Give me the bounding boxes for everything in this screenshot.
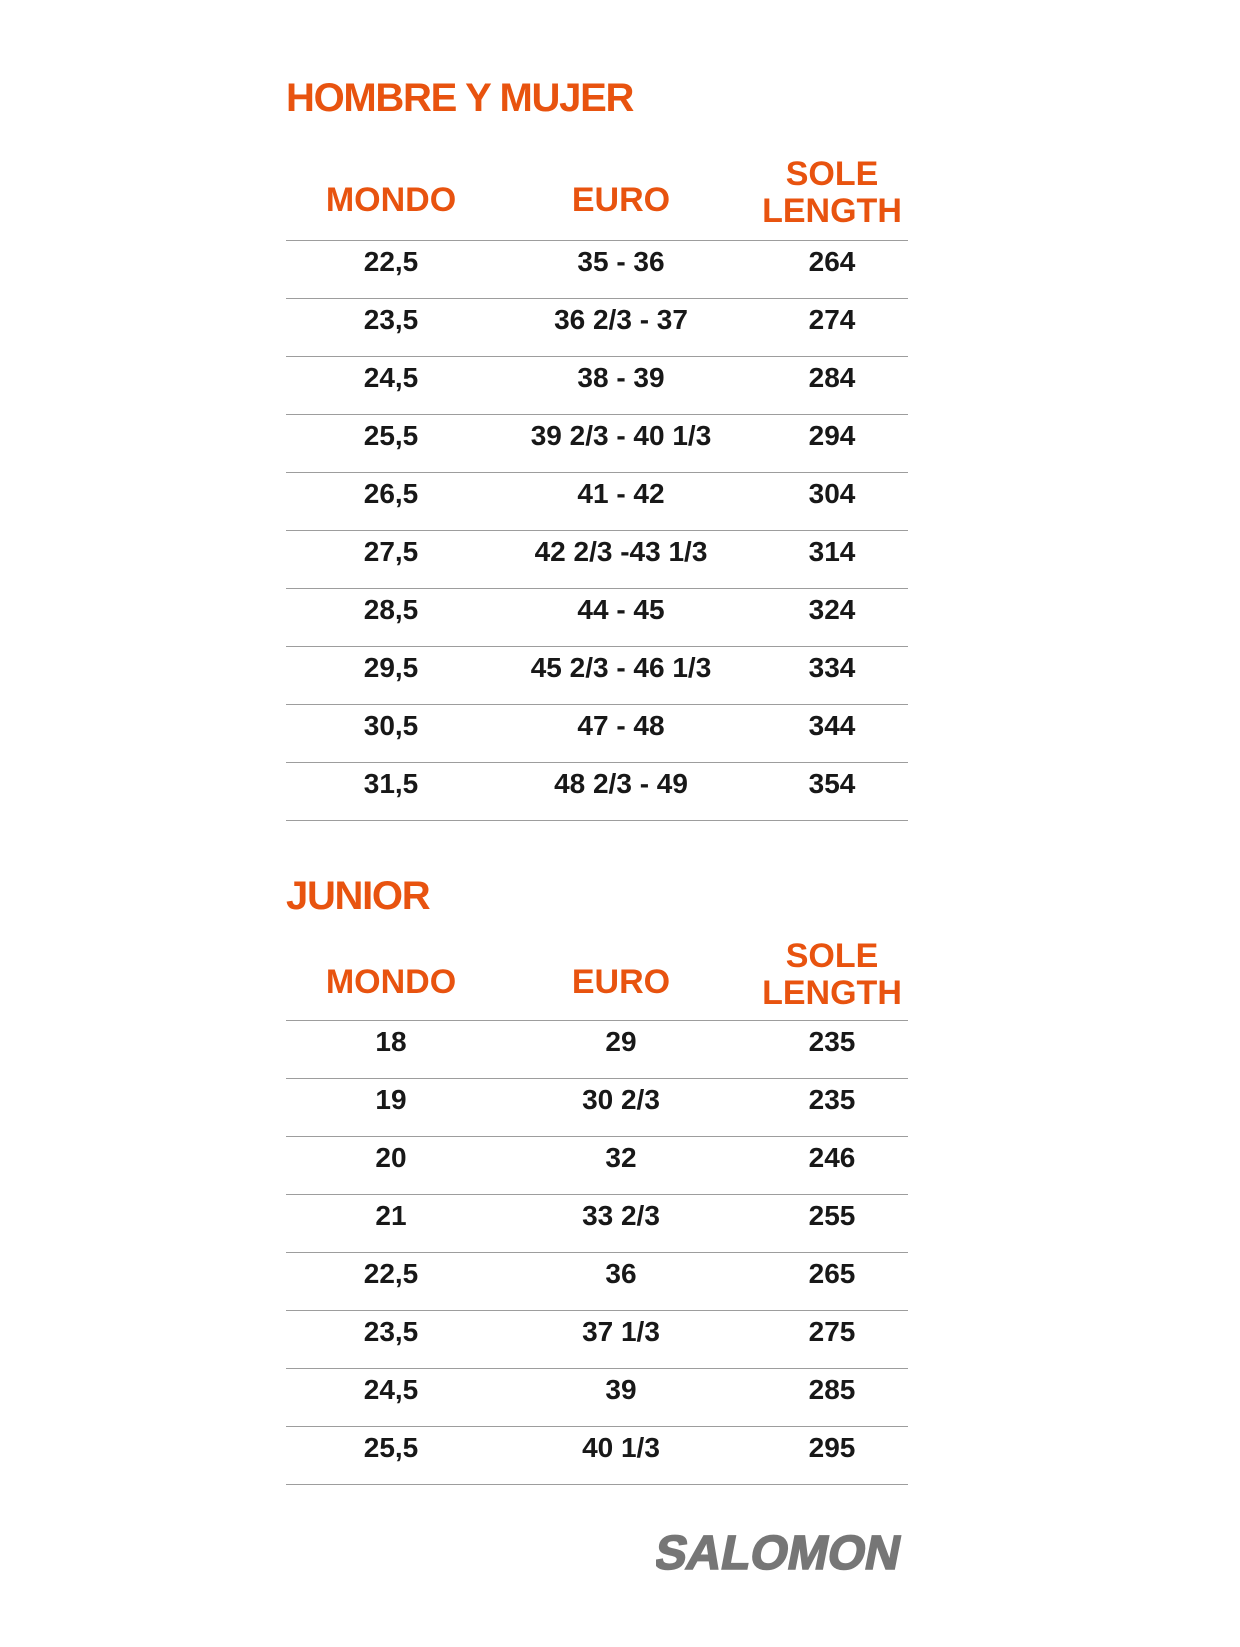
svg-text:SALOMON: SALOMON: [656, 1529, 906, 1579]
